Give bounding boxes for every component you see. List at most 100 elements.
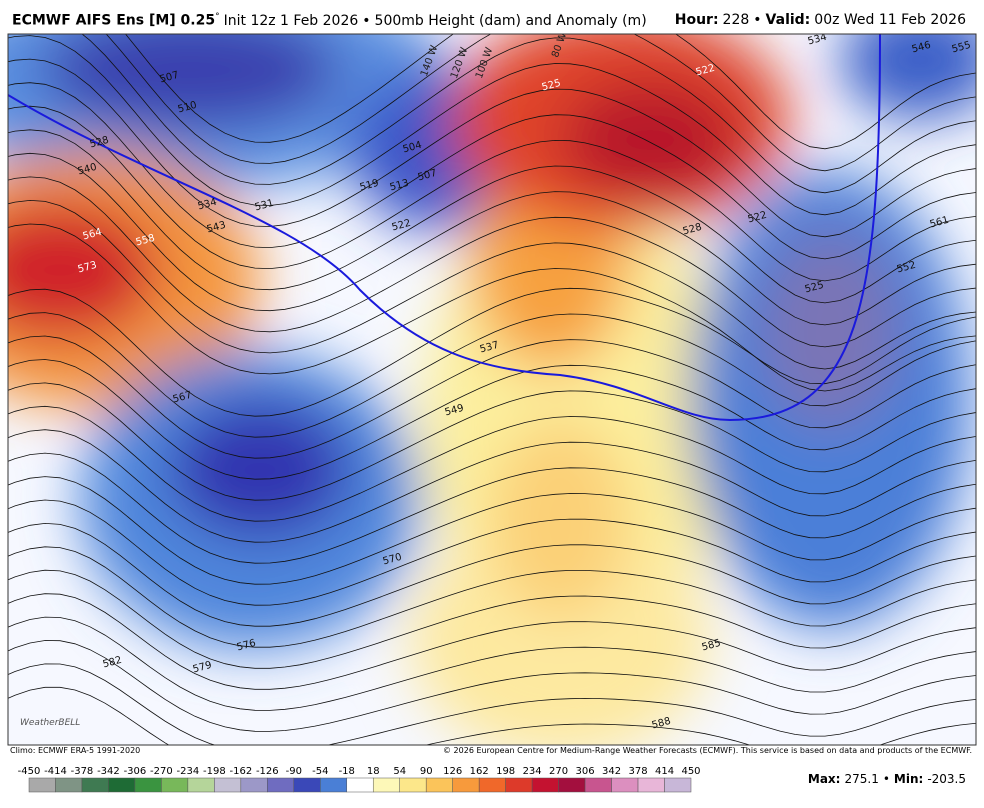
contour-line [8, 405, 976, 522]
contour-label: 537 [479, 340, 500, 356]
valid-value: 00z Wed 11 Feb 2026 [814, 12, 966, 28]
colorbar-label: -162 [229, 766, 252, 777]
contour-line [105, 34, 976, 172]
colorbar-swatch [584, 777, 612, 793]
contour-line [8, 335, 976, 459]
colorbar-swatch [637, 777, 665, 793]
sep: • [753, 12, 762, 28]
contour-label: 507 [159, 70, 180, 86]
init: Init 12z 1 Feb 2026 [223, 12, 359, 29]
contour-label: 525 [541, 78, 562, 94]
max-label: Max: [807, 772, 841, 786]
min-label: Min: [893, 772, 924, 786]
colorbar-label: 198 [496, 766, 515, 777]
colorbar-swatch [452, 777, 480, 793]
colorbar-swatch [134, 777, 162, 793]
colorbar-label: 450 [681, 766, 700, 777]
contour-line [8, 429, 976, 543]
contour-line [81, 34, 976, 194]
max-min: Max: 275.1 • Min: -203.5 [808, 772, 966, 786]
contour-line [8, 593, 976, 690]
contour-line [8, 58, 976, 238]
contour-line [8, 663, 976, 745]
colorbar-swatch [240, 777, 268, 793]
colorbar-swatch [505, 777, 533, 793]
colorbar-swatch [611, 777, 639, 793]
contour-label: 552 [896, 260, 917, 276]
contour-label: 522 [695, 63, 716, 79]
colorbar-label: 270 [549, 766, 568, 777]
colorbar-swatch [267, 777, 295, 793]
contour-label: 585 [701, 638, 722, 654]
contour-label: 510 [177, 100, 198, 116]
contour-line [124, 34, 976, 150]
contour-label: 582 [102, 655, 123, 671]
contour-label: 531 [254, 198, 275, 214]
colorbar-swatch [372, 777, 400, 793]
colorbar-label: -18 [339, 766, 355, 777]
colorbar-label: -270 [150, 766, 173, 777]
contour-line [8, 499, 976, 606]
contour-label: 561 [929, 215, 950, 231]
colorbar-swatch [55, 777, 83, 793]
colorbar-swatch [108, 777, 136, 793]
contour-label: 522 [747, 210, 768, 226]
max-value: 275.1 [844, 772, 879, 786]
contour-line [8, 640, 976, 732]
contour-line [8, 616, 976, 711]
contour-label: 540 [77, 162, 98, 178]
degree: ° [215, 12, 220, 22]
colorbar-label: 18 [367, 766, 380, 777]
height-contours [8, 34, 976, 745]
colorbar-swatch [346, 777, 374, 793]
contour-label: 555 [951, 40, 972, 56]
colorbar-label: 126 [443, 766, 462, 777]
colorbar-swatch [478, 777, 506, 793]
colorbar-label: 306 [576, 766, 595, 777]
title-model: ECMWF AIFS Ens [M] 0.25 [12, 12, 216, 29]
colorbar-label: 234 [523, 766, 542, 777]
colorbar-swatch [558, 777, 586, 793]
contour-label: 543 [206, 220, 227, 236]
colorbar-swatch [320, 777, 348, 793]
colorbar-label: 378 [628, 766, 647, 777]
colorbar-label: -198 [203, 766, 226, 777]
logo: WeatherBELL [20, 718, 80, 728]
colorbar-swatch [187, 777, 215, 793]
map-frame [7, 33, 977, 746]
contour-line [8, 546, 976, 648]
contour-line [8, 359, 976, 480]
colorbar-label: -450 [18, 766, 41, 777]
contour-line [8, 35, 976, 216]
contour-label: 573 [77, 260, 98, 276]
colorbar-swatch [399, 777, 427, 793]
contour-label: 525 [804, 280, 825, 296]
contour-line [8, 199, 976, 370]
contour-label: 588 [651, 716, 672, 732]
contour-line [8, 522, 976, 627]
contour-line [8, 569, 976, 669]
climo: Climo: ECMWF ERA-5 1991-2020 [10, 746, 141, 755]
contour-line [8, 476, 976, 585]
contour-540 [8, 34, 881, 422]
contour-line [8, 152, 976, 326]
colorbar-swatch [293, 777, 321, 793]
map: 507 510 528 540 534 531 543 564 558 573 504 507 513 5… [8, 34, 976, 745]
colorbar: -450 -414 -378 -342 -306 -270 -234 -198 -162 -126… [18, 766, 701, 793]
colorbar-label: -342 [97, 766, 120, 777]
contour-line [8, 312, 976, 438]
contour-label: 522 [391, 218, 412, 234]
contour-line [8, 105, 976, 282]
colorbar-label: -126 [256, 766, 279, 777]
contour-label: 567 [172, 390, 193, 406]
hour-label: Hour: [674, 12, 719, 28]
contour-line [8, 129, 976, 304]
copyright: © 2026 European Centre for Medium-Range … [443, 746, 972, 755]
colorbar-label: 54 [393, 766, 406, 777]
colorbar-label: 342 [602, 766, 621, 777]
contour-line [8, 686, 976, 745]
contour-line [8, 452, 976, 564]
contour-label: 513 [389, 178, 410, 194]
